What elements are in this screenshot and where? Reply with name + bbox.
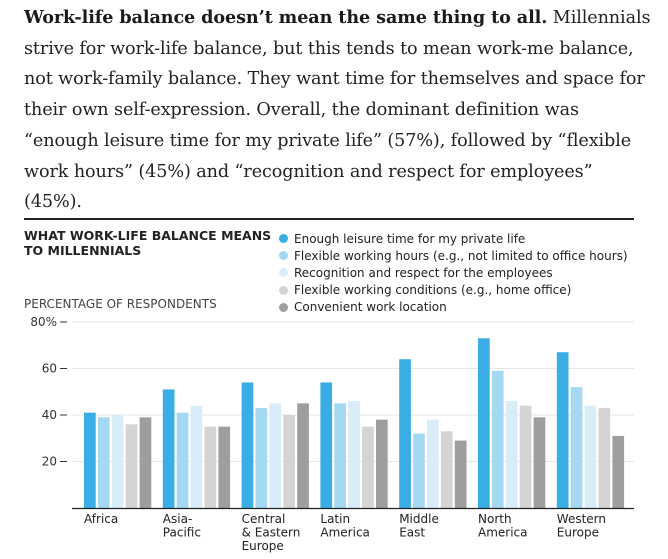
legend-item: Flexible working hours (e.g., not limite…: [279, 247, 628, 264]
bar: [376, 419, 388, 508]
x-tick-label: Pacific: [163, 526, 201, 540]
y-tick-label: 80%: [30, 315, 57, 329]
legend-item: Recognition and respect for the employee…: [279, 264, 628, 281]
bar: [598, 408, 611, 508]
bar: [241, 382, 254, 508]
bar: [491, 370, 504, 508]
chart-legend: Enough leisure time for my private life F…: [279, 230, 628, 316]
bar: [190, 405, 203, 508]
x-tick-label: Central: [242, 512, 286, 526]
bar: [413, 433, 425, 508]
bar: [111, 415, 124, 508]
legend-item: Convenient work location: [279, 299, 628, 316]
bar: [478, 338, 490, 508]
chart-title: WHAT WORK-LIFE BALANCE MEANS TO MILLENNI…: [24, 228, 272, 258]
bar: [139, 417, 152, 508]
bar: [283, 415, 295, 508]
bar: [612, 435, 625, 508]
bar: [176, 412, 189, 508]
bar: [584, 405, 597, 508]
x-tick-label: Western: [557, 512, 606, 526]
chart-top-rule: [24, 218, 634, 220]
bar: [218, 426, 231, 508]
bar: [533, 417, 546, 508]
y-axis-label: PERCENTAGE OF RESPONDENTS: [24, 297, 217, 311]
legend-label: Recognition and respect for the employee…: [294, 265, 553, 280]
bar: [454, 440, 467, 508]
legend-item: Flexible working conditions (e.g., home …: [279, 282, 628, 299]
bar: [162, 389, 175, 508]
x-tick-label: Europe: [242, 539, 284, 553]
x-tick-label: & Eastern: [242, 526, 301, 540]
bar: [505, 401, 518, 508]
x-tick-label: Europe: [557, 526, 599, 540]
legend-label: Flexible working hours (e.g., not limite…: [294, 248, 628, 263]
article-lead: Work-life balance doesn’t mean the same …: [24, 7, 548, 28]
bar: [334, 403, 346, 508]
legend-label: Flexible working conditions (e.g., home …: [294, 283, 572, 298]
x-tick-label: Africa: [84, 512, 118, 526]
y-tick-label: 20: [42, 455, 57, 469]
article-paragraph: Work-life balance doesn’t mean the same …: [24, 3, 654, 218]
x-tick-label: North: [478, 512, 512, 526]
legend-label: Enough leisure time for my private life: [294, 231, 526, 246]
bar: [519, 405, 532, 508]
x-tick-label: Asia-: [163, 512, 192, 526]
bar: [97, 417, 110, 508]
legend-swatch: [279, 234, 288, 244]
bar: [84, 412, 96, 508]
bar: [255, 408, 268, 508]
bar: [362, 426, 374, 508]
x-tick-label: Middle: [399, 512, 439, 526]
x-tick-label: East: [399, 526, 425, 540]
x-tick-label: Latin: [320, 512, 350, 526]
x-tick-label: America: [478, 526, 528, 540]
bar: [348, 401, 360, 508]
x-tick-label: America: [320, 526, 370, 540]
bar: [320, 382, 333, 508]
legend-label: Convenient work location: [294, 300, 447, 315]
legend-item: Enough leisure time for my private life: [279, 230, 628, 247]
bar: [269, 403, 282, 508]
legend-swatch: [279, 268, 288, 278]
bar: [427, 419, 439, 508]
legend-swatch: [279, 251, 288, 261]
y-tick-label: 60: [42, 362, 57, 376]
bar: [556, 352, 569, 508]
bar: [297, 403, 309, 508]
y-tick-label: 40: [42, 408, 57, 422]
bar: [204, 426, 217, 508]
bar: [125, 424, 138, 508]
bar: [440, 431, 453, 508]
legend-swatch: [279, 302, 288, 312]
legend-swatch: [279, 285, 288, 295]
bar: [570, 387, 583, 508]
article-body: Millennials strive for work-life balance…: [24, 8, 651, 213]
bar: [399, 359, 411, 508]
